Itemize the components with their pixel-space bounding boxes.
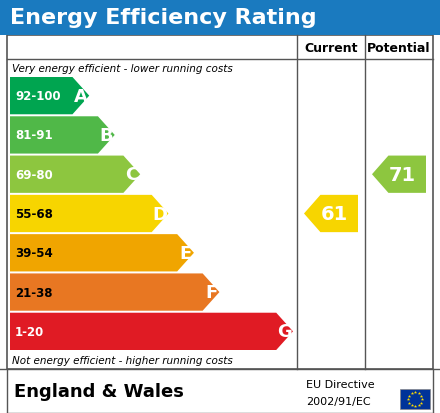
Text: 1-20: 1-20 — [15, 325, 44, 338]
Text: Not energy efficient - higher running costs: Not energy efficient - higher running co… — [12, 355, 233, 365]
Text: 71: 71 — [389, 165, 415, 184]
Text: B: B — [99, 127, 113, 145]
Text: Very energy efficient - lower running costs: Very energy efficient - lower running co… — [12, 63, 233, 74]
Text: E: E — [180, 244, 192, 262]
Polygon shape — [10, 313, 293, 350]
Polygon shape — [10, 78, 89, 115]
Text: EU Directive: EU Directive — [306, 379, 374, 389]
Text: 81-91: 81-91 — [15, 129, 53, 142]
Text: Potential: Potential — [367, 41, 431, 55]
Text: 21-38: 21-38 — [15, 286, 52, 299]
Text: 69-80: 69-80 — [15, 169, 53, 181]
Text: 39-54: 39-54 — [15, 247, 53, 260]
Text: D: D — [153, 205, 168, 223]
Text: 92-100: 92-100 — [15, 90, 61, 103]
Polygon shape — [10, 274, 220, 311]
Bar — [0, 0, 440, 36]
Bar — [400, 389, 430, 409]
Polygon shape — [304, 195, 358, 233]
Polygon shape — [10, 235, 194, 272]
Text: 2002/91/EC: 2002/91/EC — [306, 396, 370, 406]
Text: Current: Current — [304, 41, 358, 55]
Polygon shape — [10, 117, 115, 154]
Text: 61: 61 — [320, 204, 348, 223]
Text: Energy Efficiency Rating: Energy Efficiency Rating — [10, 8, 317, 28]
Text: F: F — [205, 283, 217, 301]
Text: G: G — [277, 323, 292, 341]
Bar — [7, 36, 433, 369]
Bar — [0, 369, 440, 413]
Text: 55-68: 55-68 — [15, 207, 53, 221]
Polygon shape — [10, 156, 140, 193]
Polygon shape — [10, 195, 169, 233]
Text: England & Wales: England & Wales — [14, 382, 184, 400]
Polygon shape — [372, 156, 426, 193]
Text: A: A — [74, 88, 88, 105]
Text: C: C — [125, 166, 139, 184]
